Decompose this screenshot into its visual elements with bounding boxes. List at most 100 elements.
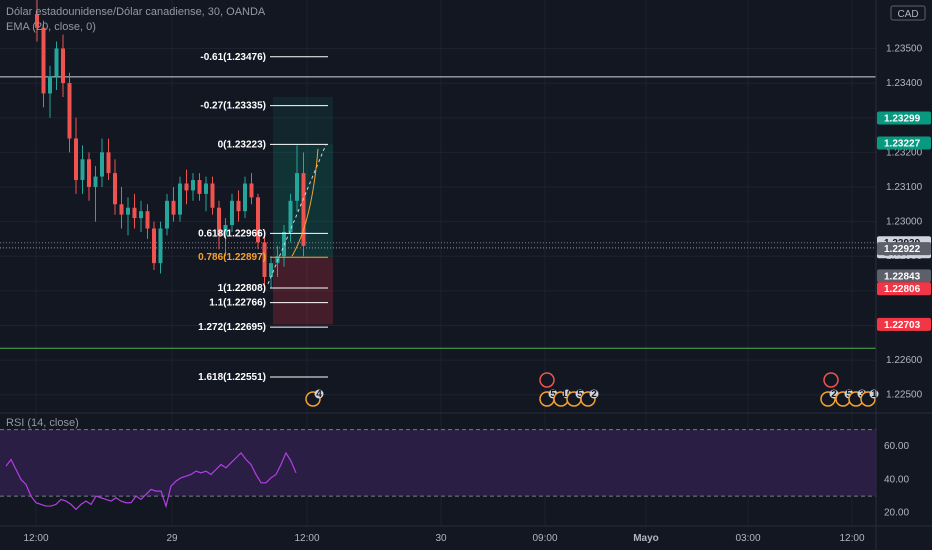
candle[interactable] bbox=[126, 207, 130, 215]
candle[interactable] bbox=[269, 263, 273, 277]
canada-flag-icon[interactable] bbox=[539, 372, 555, 388]
event-count-text: 1 bbox=[871, 389, 877, 400]
candle[interactable] bbox=[288, 200, 293, 232]
event-count-text: 2 bbox=[591, 389, 597, 400]
price-tick-label: 1.22500 bbox=[886, 390, 923, 401]
position-stop-zone[interactable] bbox=[273, 257, 333, 325]
price-tag-label: 1.22922 bbox=[884, 244, 921, 255]
candle[interactable] bbox=[145, 211, 150, 229]
fib-level-label: 0.786(1.22897) bbox=[198, 252, 266, 263]
time-tick-label: 30 bbox=[435, 533, 447, 544]
currency-button[interactable] bbox=[890, 5, 926, 21]
canada-flag-icon[interactable] bbox=[823, 372, 839, 388]
rsi-tick-label: 60.00 bbox=[884, 441, 909, 452]
candle[interactable] bbox=[178, 183, 182, 215]
candle[interactable] bbox=[87, 159, 91, 187]
price-tag bbox=[877, 111, 931, 125]
candle[interactable] bbox=[230, 200, 234, 226]
time-tick-label: 12:00 bbox=[23, 533, 48, 544]
symbol-legend: Dólar estadounidense/Dólar canadiense, 3… bbox=[6, 6, 266, 18]
candle[interactable] bbox=[301, 173, 306, 246]
fib-level-label: -0.27(1.23335) bbox=[200, 101, 266, 112]
projection-dashed-arrow[interactable] bbox=[267, 144, 327, 285]
fib-level-label: 1.272(1.22695) bbox=[198, 322, 266, 333]
fib-level-label: 1.618(1.22551) bbox=[198, 372, 266, 383]
candle[interactable] bbox=[256, 197, 260, 243]
price-tick-label: 1.23100 bbox=[886, 182, 923, 193]
candle[interactable] bbox=[223, 225, 228, 236]
event-count-text: 5 bbox=[577, 389, 583, 400]
candle[interactable] bbox=[243, 183, 247, 212]
candle[interactable] bbox=[132, 207, 137, 219]
rsi-tick-label: 40.00 bbox=[884, 474, 909, 485]
candle[interactable] bbox=[249, 183, 254, 198]
candle[interactable] bbox=[48, 76, 52, 94]
candle[interactable] bbox=[204, 183, 208, 194]
price-tag bbox=[877, 269, 931, 283]
candle[interactable] bbox=[295, 173, 299, 201]
candle[interactable] bbox=[184, 183, 189, 191]
price-tag-label: 1.23299 bbox=[884, 114, 921, 125]
candle[interactable] bbox=[106, 152, 111, 174]
candle[interactable] bbox=[236, 200, 241, 212]
candle[interactable] bbox=[282, 231, 286, 257]
price-tick-label: 1.22600 bbox=[886, 355, 923, 366]
candle[interactable] bbox=[275, 256, 280, 264]
projection-curve-arrow[interactable] bbox=[291, 148, 319, 257]
price-tag-label: 1.23227 bbox=[884, 138, 921, 149]
price-tag bbox=[877, 242, 931, 256]
candle[interactable] bbox=[197, 180, 202, 194]
candle[interactable] bbox=[119, 204, 124, 215]
event-count-badge bbox=[589, 389, 599, 399]
fib-level-label: 0.618(1.22966) bbox=[198, 228, 266, 239]
price-tag bbox=[877, 317, 931, 331]
candle[interactable] bbox=[152, 228, 156, 264]
price-tick-label: 1.23400 bbox=[886, 78, 923, 89]
candle[interactable] bbox=[158, 228, 163, 264]
rsi-legend: RSI (14, close) bbox=[6, 417, 79, 429]
candle[interactable] bbox=[41, 27, 46, 94]
time-tick-label: Mayo bbox=[633, 533, 659, 544]
candle[interactable] bbox=[210, 183, 215, 208]
candle[interactable] bbox=[165, 200, 169, 229]
event-count-text: 5 bbox=[846, 389, 852, 400]
time-tick-label: 29 bbox=[166, 533, 178, 544]
candle[interactable] bbox=[61, 48, 65, 84]
event-count-badge bbox=[314, 389, 324, 399]
time-tick-label: 03:00 bbox=[735, 533, 760, 544]
fib-level-label: 0(1.23223) bbox=[218, 139, 266, 150]
fib-level-label: 1.1(1.22766) bbox=[209, 298, 266, 309]
candle[interactable] bbox=[35, 13, 39, 28]
price-tag-label: 1.22703 bbox=[884, 320, 921, 331]
candle[interactable] bbox=[67, 83, 72, 139]
event-count-text: 5 bbox=[550, 389, 556, 400]
rsi-series-line[interactable] bbox=[5, 451, 297, 511]
price-tag bbox=[877, 282, 931, 296]
price-tick-label: 1.23000 bbox=[886, 217, 923, 228]
candle[interactable] bbox=[80, 159, 85, 181]
event-count-text: 2 bbox=[831, 389, 837, 400]
price-tick-label: 1.23500 bbox=[886, 43, 923, 54]
fib-level-label: -0.61(1.23476) bbox=[200, 52, 266, 63]
price-tick-label: 1.23200 bbox=[886, 147, 923, 158]
time-tick-label: 12:00 bbox=[839, 533, 864, 544]
price-tag-label: 1.22806 bbox=[884, 284, 921, 295]
candle[interactable] bbox=[113, 173, 117, 205]
time-tick-label: 09:00 bbox=[532, 533, 557, 544]
event-count-text: 10 bbox=[561, 389, 573, 400]
position-target-extension bbox=[273, 96, 333, 145]
ema-legend: EMA (20, close, 0) bbox=[6, 21, 96, 33]
candle[interactable] bbox=[54, 48, 59, 77]
candle[interactable] bbox=[171, 200, 176, 215]
candle[interactable] bbox=[191, 180, 195, 191]
candle[interactable] bbox=[217, 207, 221, 236]
price-tag-label: 1.22843 bbox=[884, 271, 921, 282]
candle[interactable] bbox=[139, 211, 143, 219]
event-count-text: 4 bbox=[316, 389, 322, 400]
rsi-tick-label: 20.00 bbox=[884, 508, 909, 519]
candle[interactable] bbox=[93, 176, 98, 187]
candle[interactable] bbox=[74, 138, 78, 181]
candle[interactable] bbox=[100, 152, 104, 177]
candle[interactable] bbox=[262, 242, 267, 277]
